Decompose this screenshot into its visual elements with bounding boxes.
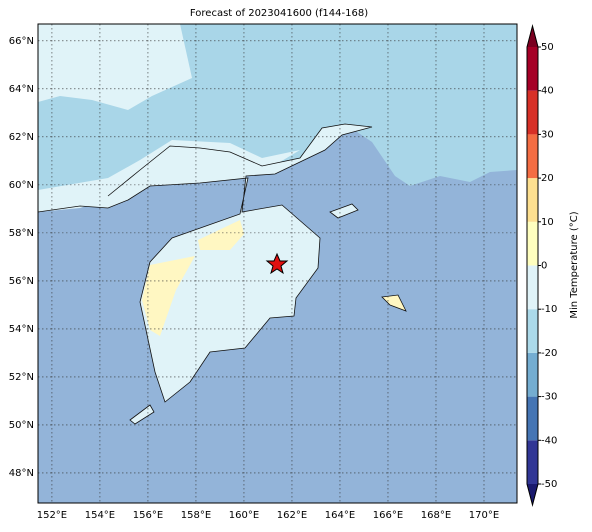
colorbar-bin bbox=[527, 178, 538, 222]
island bbox=[381, 294, 407, 312]
x-tick-label: 164°E bbox=[325, 510, 355, 521]
x-tick-label: 168°E bbox=[421, 510, 451, 521]
y-tick-label: 56°N bbox=[9, 276, 34, 287]
warm-patch bbox=[38, 24, 192, 110]
y-tick-label: 60°N bbox=[9, 180, 34, 191]
colorbar-tick-label: 40 bbox=[541, 86, 554, 97]
colorbar-bin bbox=[527, 440, 538, 484]
colorbar-bin bbox=[527, 47, 538, 91]
colorbar-extension bbox=[527, 484, 538, 505]
colorbar-tick-label: -20 bbox=[541, 348, 557, 359]
colorbar-label: Min Temperature (°C) bbox=[569, 211, 580, 318]
y-tick-label: 48°N bbox=[9, 468, 34, 479]
y-tick-label: 62°N bbox=[9, 132, 34, 143]
x-tick-label: 170°E bbox=[469, 510, 499, 521]
colorbar-bin bbox=[527, 221, 538, 266]
x-tick-label: 166°E bbox=[373, 510, 403, 521]
x-tick-label: 158°E bbox=[181, 510, 211, 521]
y-tick-label: 66°N bbox=[9, 36, 34, 47]
colorbar-tick-label: 30 bbox=[541, 129, 554, 140]
colorbar-tick-label: 0 bbox=[541, 261, 547, 272]
island bbox=[329, 203, 359, 219]
y-tick-label: 52°N bbox=[9, 372, 34, 383]
location-marker bbox=[265, 252, 289, 275]
colorbar-tick-label: 50 bbox=[541, 42, 554, 53]
colorbar-bin bbox=[527, 90, 538, 135]
colorbar-bin bbox=[527, 309, 538, 353]
x-tick-label: 162°E bbox=[277, 510, 307, 521]
colorbar-tick-label: -30 bbox=[541, 392, 557, 403]
colorbar-bin bbox=[527, 352, 538, 397]
island bbox=[129, 404, 155, 425]
colorbar-tick-label: 20 bbox=[541, 173, 554, 184]
colorbar: -50 -40 -30 -20 -10 0 10 20 30 40 50 bbox=[526, 24, 557, 507]
x-tick-label: 152°E bbox=[37, 510, 67, 521]
colorbar-tick-label: -40 bbox=[541, 435, 557, 446]
y-tick-label: 54°N bbox=[9, 324, 34, 335]
y-tick-label: 64°N bbox=[9, 84, 34, 95]
peninsula bbox=[38, 123, 373, 403]
colorbar-bin bbox=[527, 396, 538, 441]
colorbar-tick-label: 10 bbox=[541, 217, 554, 228]
y-tick-label: 50°N bbox=[9, 420, 34, 431]
map-title: Forecast of 2023041600 (f144-168) bbox=[190, 8, 368, 19]
warm-patch bbox=[198, 220, 244, 250]
map-frame bbox=[37, 23, 518, 504]
warm-patch bbox=[142, 256, 195, 336]
colorbar-tick-label: -10 bbox=[541, 304, 557, 315]
y-tick-label: 58°N bbox=[9, 228, 34, 239]
colorbar-tick-label: -50 bbox=[541, 479, 557, 490]
colorbar-bin bbox=[527, 134, 538, 179]
x-tick-label: 156°E bbox=[133, 510, 163, 521]
x-tick-label: 160°E bbox=[229, 510, 259, 521]
colorbar-bin bbox=[527, 265, 538, 310]
map-area bbox=[38, 24, 517, 503]
colorbar-extension bbox=[527, 26, 538, 47]
x-tick-label: 154°E bbox=[85, 510, 115, 521]
